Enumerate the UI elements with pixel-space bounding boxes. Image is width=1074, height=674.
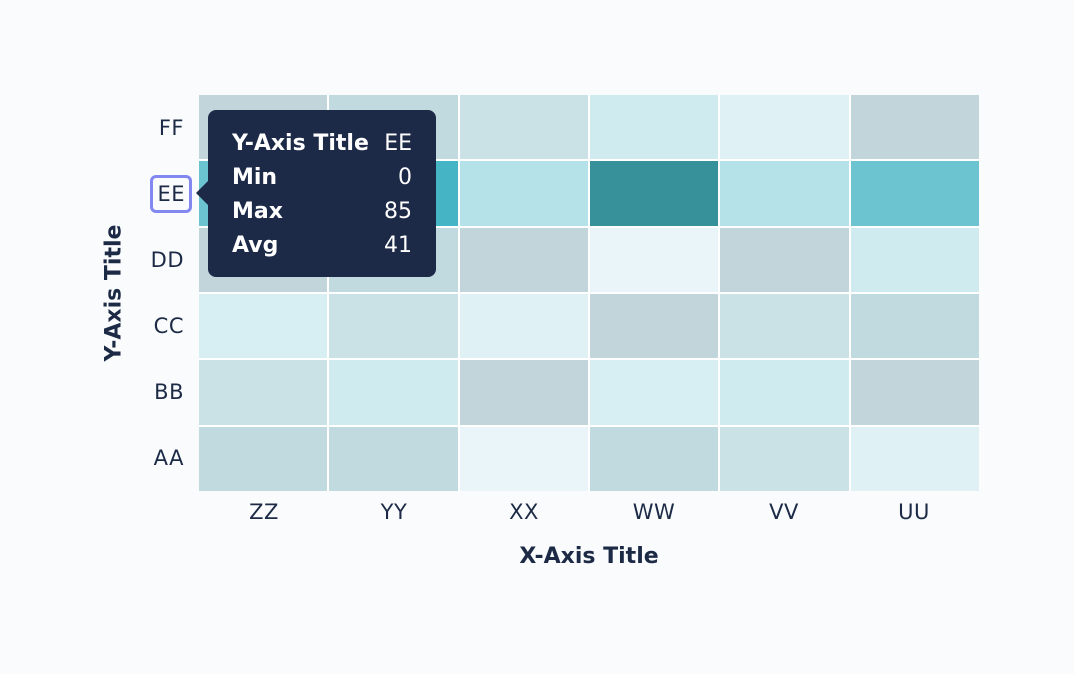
- heatmap-cell-ff-xx[interactable]: [459, 95, 588, 160]
- row-summary-tooltip: Y-Axis Title EE Min 0 Max 85 Avg 41: [196, 110, 436, 277]
- y-label-cc[interactable]: CC: [153, 314, 184, 338]
- heatmap-cell-dd-ww[interactable]: [589, 227, 719, 292]
- x-label-vv: VV: [769, 500, 799, 524]
- heatmap-cell-bb-ww[interactable]: [589, 360, 719, 425]
- heatmap-cell-cc-xx[interactable]: [459, 294, 588, 359]
- x-label-zz: ZZ: [249, 500, 279, 524]
- x-label-ww: WW: [632, 500, 676, 524]
- heatmap-cell-ff-ww[interactable]: [589, 95, 719, 160]
- heatmap-cell-dd-vv[interactable]: [720, 227, 849, 292]
- heatmap-cell-dd-uu[interactable]: [850, 227, 979, 292]
- tooltip-row-category: Y-Axis Title EE: [232, 130, 412, 156]
- heatmap-cell-aa-vv[interactable]: [720, 426, 849, 491]
- y-label-dd[interactable]: DD: [150, 248, 184, 272]
- y-axis-title: Y-Axis Title: [101, 224, 127, 362]
- heatmap-cell-cc-uu[interactable]: [850, 294, 979, 359]
- heatmap-cell-bb-uu[interactable]: [850, 360, 979, 425]
- heatmap-cell-dd-xx[interactable]: [459, 227, 588, 292]
- y-label-ee[interactable]: EE: [140, 161, 192, 227]
- heatmap-cell-aa-zz[interactable]: [199, 426, 328, 491]
- heatmap-cell-aa-ww[interactable]: [589, 426, 719, 491]
- heatmap-cell-ee-uu[interactable]: [850, 161, 979, 226]
- heatmap-cell-ee-xx[interactable]: [459, 161, 588, 226]
- heatmap-cell-ff-vv[interactable]: [720, 95, 849, 160]
- heatmap-cell-cc-zz[interactable]: [199, 294, 328, 359]
- x-label-yy: YY: [380, 500, 408, 524]
- heatmap-cell-bb-yy[interactable]: [329, 360, 458, 425]
- tooltip-row-max: Max 85: [232, 198, 412, 224]
- tooltip-row-avg: Avg 41: [232, 232, 412, 258]
- heatmap-cell-cc-yy[interactable]: [329, 294, 458, 359]
- tooltip-row-min: Min 0: [232, 164, 412, 190]
- focus-ring: EE: [150, 175, 192, 213]
- heatmap-cell-ff-uu[interactable]: [850, 95, 979, 160]
- heatmap-cell-ee-ww[interactable]: [589, 161, 719, 226]
- y-axis-labels: FF EE DD CC BB AA: [140, 95, 192, 491]
- heatmap-cell-bb-zz[interactable]: [199, 360, 328, 425]
- x-axis-labels: ZZ YY XX WW VV UU: [199, 500, 979, 524]
- heatmap-cell-aa-yy[interactable]: [329, 426, 458, 491]
- heatmap-cell-bb-vv[interactable]: [720, 360, 849, 425]
- heatmap-cell-cc-vv[interactable]: [720, 294, 849, 359]
- y-label-aa[interactable]: AA: [153, 446, 184, 470]
- heatmap-cell-aa-xx[interactable]: [459, 426, 588, 491]
- heatmap-cell-bb-xx[interactable]: [459, 360, 588, 425]
- heatmap-cell-aa-uu[interactable]: [850, 426, 979, 491]
- heatmap-cell-cc-ww[interactable]: [589, 294, 719, 359]
- y-label-ff[interactable]: FF: [158, 116, 184, 140]
- y-label-bb[interactable]: BB: [154, 380, 184, 404]
- x-label-xx: XX: [509, 500, 539, 524]
- x-label-uu: UU: [898, 500, 930, 524]
- heatmap-cell-ee-vv[interactable]: [720, 161, 849, 226]
- x-axis-title: X-Axis Title: [519, 544, 659, 569]
